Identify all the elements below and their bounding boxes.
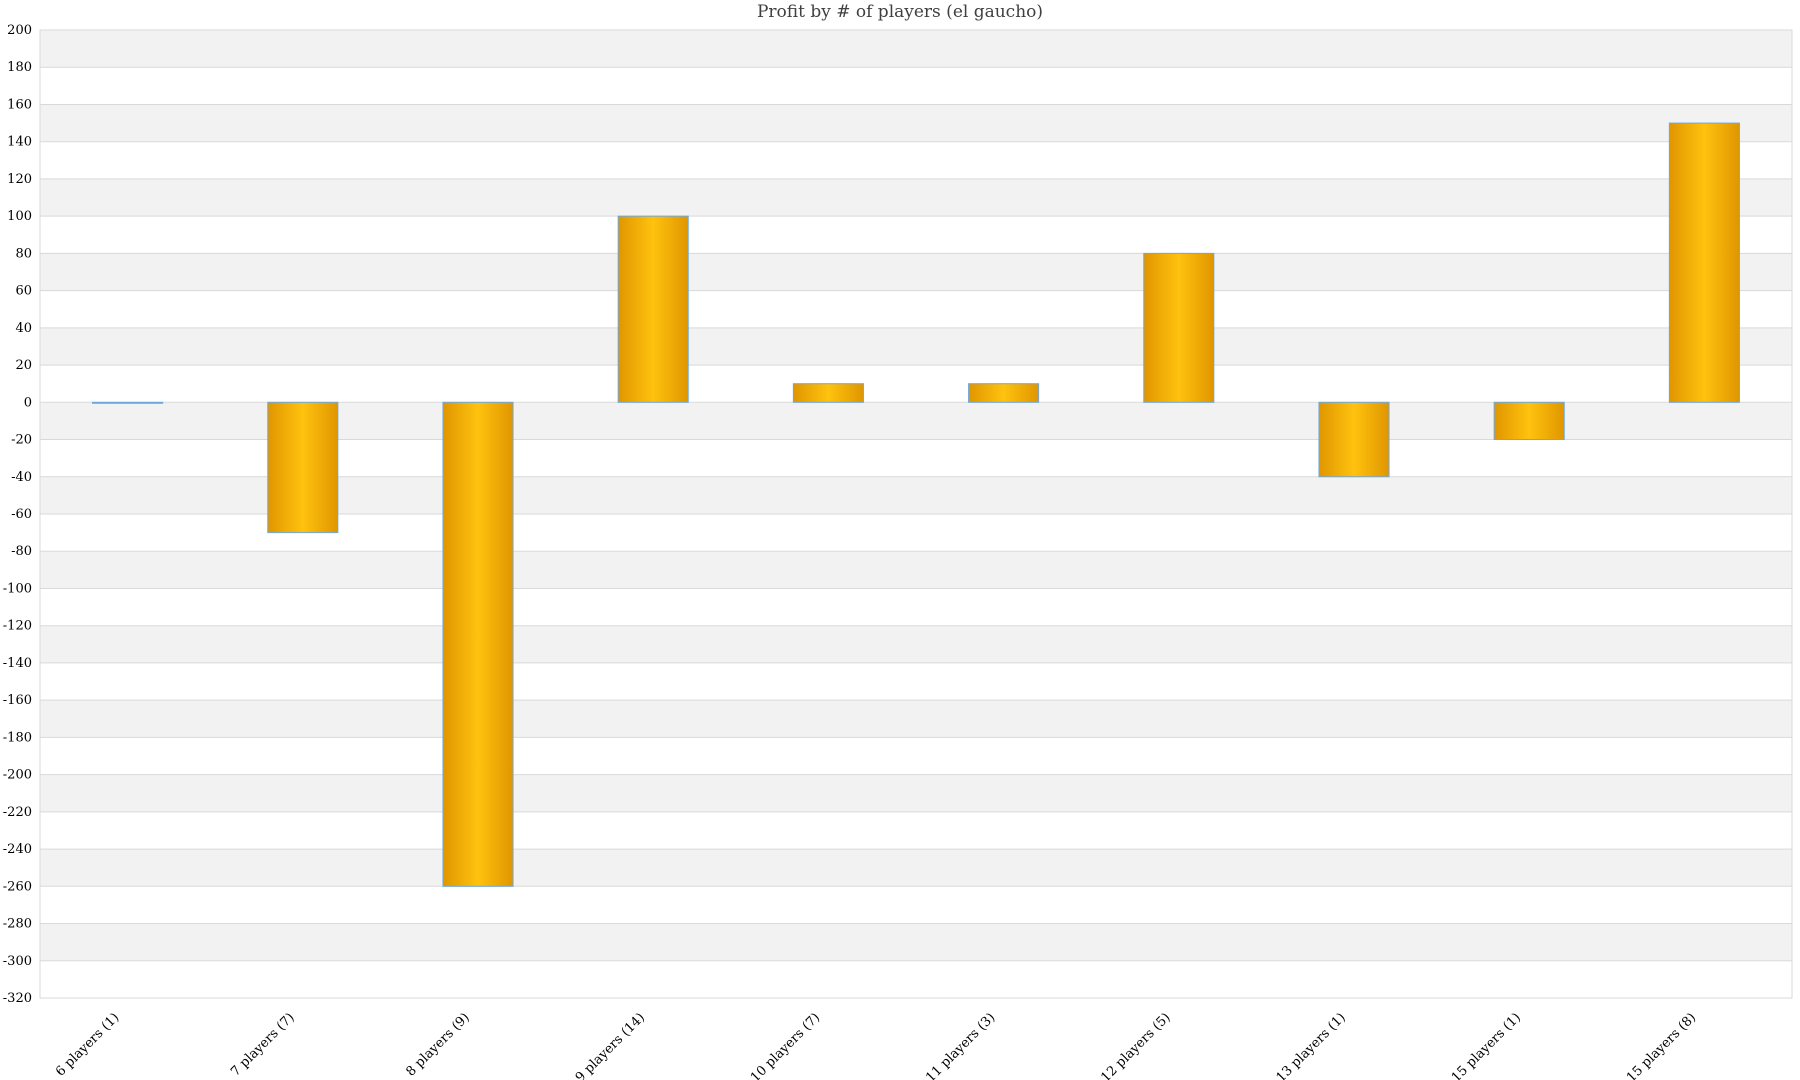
y-tick-label: 20 [15, 358, 32, 373]
x-tick-label: 7 players (7) [228, 1010, 297, 1079]
x-tick-label: 13 players (1) [1274, 1010, 1349, 1080]
plot-band [40, 960, 1792, 998]
plot-band [40, 737, 1792, 775]
y-tick-label: -160 [3, 693, 32, 708]
y-tick-label: 160 [7, 97, 32, 112]
y-tick-label: -200 [3, 768, 32, 783]
y-axis: -320-300-280-260-240-220-200-180-160-140… [3, 23, 32, 1006]
y-tick-label: 0 [24, 395, 32, 410]
y-tick-label: -100 [3, 581, 32, 596]
y-tick-label: -120 [3, 619, 32, 634]
plot-band [40, 253, 1792, 291]
plot-band [40, 849, 1792, 887]
bar [1143, 252, 1215, 403]
x-tick-label: >15 players (8) [1616, 1010, 1699, 1080]
plot-band [40, 30, 1792, 68]
plot-band [40, 923, 1792, 961]
x-tick-label: 8 players (9) [403, 1010, 472, 1079]
plot-band [40, 178, 1792, 217]
bar [968, 383, 1040, 403]
x-tick-label: 9 players (14) [573, 1010, 648, 1080]
plot-band [40, 551, 1792, 589]
bar [92, 401, 164, 404]
x-tick-label: 10 players (7) [748, 1010, 823, 1080]
bar [792, 383, 864, 403]
y-tick-label: -60 [11, 507, 32, 522]
plot-band [40, 886, 1792, 924]
y-tick-label: 40 [15, 321, 32, 336]
y-tick-label: 80 [15, 246, 32, 261]
y-tick-label: -300 [3, 954, 32, 969]
y-tick-label: -280 [3, 917, 32, 932]
plot-band [40, 141, 1792, 179]
plot-frame [39, 29, 1793, 999]
plot-band [40, 774, 1792, 812]
y-tick-label: -140 [3, 656, 32, 671]
y-tick-label: -80 [11, 544, 32, 559]
y-tick-label: -320 [3, 991, 32, 1006]
y-tick-label: -180 [3, 730, 32, 745]
plot-band [40, 104, 1792, 142]
plot-band [40, 662, 1792, 701]
x-axis: 6 players (1) 7 players (7) 8 players (9) 9… [53, 1010, 1699, 1080]
plot-band [40, 290, 1792, 328]
bar [1318, 401, 1390, 478]
plot-band [40, 216, 1792, 254]
y-tick-label: 140 [7, 135, 32, 150]
y-tick-label: 120 [7, 172, 32, 187]
y-tick-label: -20 [11, 433, 32, 448]
x-tick-label: 6 players (1) [53, 1010, 122, 1079]
y-tick-label: -220 [3, 805, 32, 820]
plot-band [40, 700, 1792, 738]
plot-band [40, 625, 1792, 663]
y-tick-label: -40 [11, 470, 32, 485]
x-tick-label: 12 players (5) [1098, 1010, 1173, 1080]
plot-band [40, 327, 1792, 366]
bar [617, 215, 689, 403]
y-tick-label: -260 [3, 879, 32, 894]
y-tick-label: 200 [7, 23, 32, 38]
bars [92, 122, 1740, 887]
chart-title: Profit by # of players (el gaucho) [756, 2, 1044, 22]
bar [267, 401, 339, 534]
plot-band [40, 67, 1792, 105]
plot-band [40, 588, 1792, 626]
x-tick-label: 11 players (3) [923, 1010, 998, 1080]
y-tick-label: 180 [7, 60, 32, 75]
y-tick-label: -240 [3, 842, 32, 857]
y-tick-label: 60 [15, 284, 32, 299]
plot-band [40, 811, 1792, 850]
x-tick-label: 15 players (1) [1449, 1010, 1524, 1080]
y-tick-label: 100 [7, 209, 32, 224]
bar [1493, 401, 1565, 441]
plot-band [40, 365, 1792, 403]
bar [1668, 122, 1740, 403]
bar [442, 401, 514, 887]
